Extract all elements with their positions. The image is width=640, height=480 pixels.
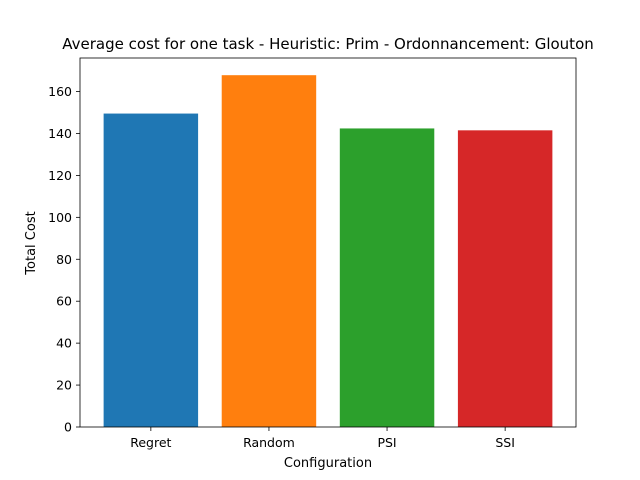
bar-random: [221, 75, 317, 427]
y-tick-label: 80: [56, 252, 72, 267]
bar-ssi: [457, 130, 553, 427]
y-tick-label: 160: [48, 84, 72, 99]
axes-frame: [79, 57, 577, 428]
plot-area: Regret Random PSI SSI 0 20 40 60 80 100 120 140 160: [48, 57, 577, 450]
x-tick-label: SSI: [495, 435, 515, 450]
y-tick-label: 140: [48, 126, 72, 141]
y-tick-label: 60: [56, 294, 72, 309]
y-tick-label: 40: [56, 336, 72, 351]
y-tick-label: 0: [64, 420, 72, 435]
bar-psi: [339, 128, 435, 427]
y-tick-label: 20: [56, 378, 72, 393]
x-axis-label: Configuration: [284, 456, 372, 471]
x-tick-label: PSI: [377, 435, 396, 450]
bar-regret: [103, 113, 199, 427]
y-tick-label: 100: [48, 210, 72, 225]
y-tick-label: 120: [48, 168, 72, 183]
y-axis-label: Total Cost: [24, 211, 39, 275]
chart-title: Average cost for one task - Heuristic: P…: [62, 35, 594, 53]
x-tick-label: Regret: [130, 435, 171, 450]
x-tick-label: Random: [243, 435, 295, 450]
